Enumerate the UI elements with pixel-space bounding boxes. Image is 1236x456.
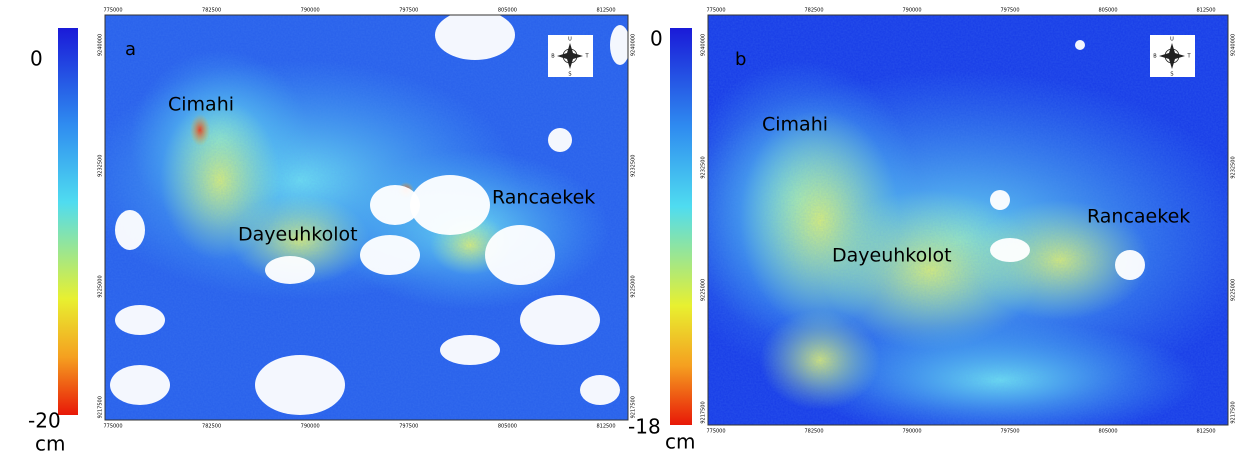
y-tick-label: 9225000 [701,279,707,301]
compass-letter: B [1153,54,1157,60]
x-tick-label: 797500 [1000,8,1019,14]
y-tick-label: 9232500 [98,155,104,177]
x-tick-label: 812500 [1196,8,1215,14]
no-data-area [990,238,1030,262]
x-tick-label: 782500 [202,8,221,14]
y-tick-label: 9232500 [701,156,707,178]
no-data-area [410,175,490,235]
colorbar-top-label: 0 [30,47,43,71]
panel-label: b [735,49,746,70]
colorbar [670,28,692,425]
place-name: Cimahi [168,94,234,116]
y-tick-label: 9240000 [631,34,637,56]
no-data-area [520,295,600,345]
compass-letter: B [551,54,555,60]
place-name: Dayeuhkolot [832,245,952,267]
place-name: Dayeuhkolot [238,224,358,246]
colorbar-bottom-label: -18 [628,415,661,439]
x-tick-label: 797500 [399,424,418,430]
map-image [80,10,630,420]
no-data-area [255,355,345,415]
panel-label: a [125,39,136,60]
x-tick-label: 790000 [902,429,921,435]
x-tick-label: 782500 [804,8,823,14]
place-name: Rancaekek [492,187,595,209]
y-tick-label: 9217500 [98,396,104,418]
map-panel: 775000 775000 782500 782500 790000 790000 7975… [28,8,637,456]
x-tick-label: 790000 [301,424,320,430]
x-tick-label: 790000 [301,8,320,14]
x-tick-label: 775000 [103,8,122,14]
map-image [660,15,1236,440]
no-data-area [1075,40,1085,50]
no-data-area [115,305,165,335]
y-tick-label: 9217500 [701,401,707,423]
y-tick-label: 9240000 [701,34,707,56]
x-tick-label: 805000 [498,8,517,14]
compass-letter: U [568,37,572,43]
x-tick-label: 805000 [1098,8,1117,14]
x-tick-label: 775000 [706,8,725,14]
x-tick-label: 797500 [399,8,418,14]
compass-letter: S [568,72,571,78]
x-tick-label: 805000 [498,424,517,430]
no-data-area [440,335,500,365]
compass-letter: U [1170,37,1174,43]
figure: 775000 775000 782500 782500 790000 790000 7975… [0,0,1236,456]
no-data-area [1115,250,1145,280]
colorbar-bottom-label: -20 [28,409,61,433]
y-tick-label: 9217500 [1231,401,1236,423]
colorbar-unit: cm [665,430,695,454]
y-tick-label: 9225000 [98,275,104,297]
y-tick-label: 9232500 [631,155,637,177]
y-tick-label: 9240000 [1231,34,1236,56]
y-tick-label: 9232500 [1231,156,1236,178]
colorbar [58,28,78,415]
no-data-area [485,225,555,285]
no-data-area [990,190,1010,210]
x-tick-label: 782500 [202,424,221,430]
place-name: Cimahi [762,114,828,136]
no-data-area [265,256,315,284]
no-data-area [110,365,170,405]
no-data-area [435,10,515,60]
no-data-area [610,25,630,65]
no-data-area [548,128,572,152]
x-tick-label: 775000 [706,429,725,435]
no-data-area [115,210,145,250]
x-tick-label: 805000 [1098,429,1117,435]
x-tick-label: 812500 [596,424,615,430]
x-tick-label: 812500 [1196,429,1215,435]
x-tick-label: 782500 [804,429,823,435]
x-tick-label: 775000 [103,424,122,430]
y-tick-label: 9225000 [631,275,637,297]
no-data-area [580,375,620,405]
x-tick-label: 797500 [1000,429,1019,435]
x-tick-label: 790000 [902,8,921,14]
place-name: Rancaekek [1087,206,1190,228]
colorbar-top-label: 0 [650,27,663,51]
map-panel: 775000 775000 782500 782500 790000 790000 7975… [628,8,1236,454]
compass-letter: S [1170,72,1173,78]
x-tick-label: 812500 [596,8,615,14]
y-tick-label: 9225000 [1231,279,1236,301]
y-tick-label: 9240000 [98,34,104,56]
colorbar-unit: cm [35,432,65,456]
no-data-area [360,235,420,275]
